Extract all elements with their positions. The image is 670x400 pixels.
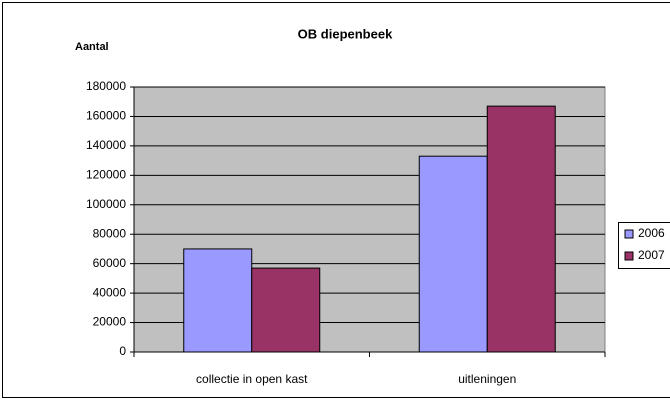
y-tick-label: 180000	[86, 79, 126, 93]
chart-title: OB diepenbeek	[298, 26, 393, 41]
y-tick-label: 100000	[86, 197, 126, 211]
y-tick-label: 0	[119, 344, 126, 358]
y-tick-label: 140000	[86, 138, 126, 152]
bar	[183, 248, 253, 353]
y-tick-label: 20000	[93, 315, 127, 329]
legend-swatch	[624, 229, 634, 239]
bar	[418, 155, 488, 353]
bar	[251, 267, 321, 353]
bar	[486, 105, 556, 353]
legend-label: 2007	[638, 248, 665, 262]
y-tick-label: 40000	[93, 285, 127, 299]
y-tick-label: 120000	[86, 168, 126, 182]
y-tick-label: 160000	[86, 109, 126, 123]
y-axis-label: Aantal	[75, 41, 109, 53]
legend-swatch	[624, 251, 634, 261]
legend-label: 2006	[638, 226, 665, 240]
y-tick-label: 80000	[93, 226, 127, 240]
x-tick-label: collectie in open kast	[196, 372, 308, 386]
y-tick-label: 60000	[93, 256, 127, 270]
x-tick-label: uitleningen	[458, 372, 516, 386]
